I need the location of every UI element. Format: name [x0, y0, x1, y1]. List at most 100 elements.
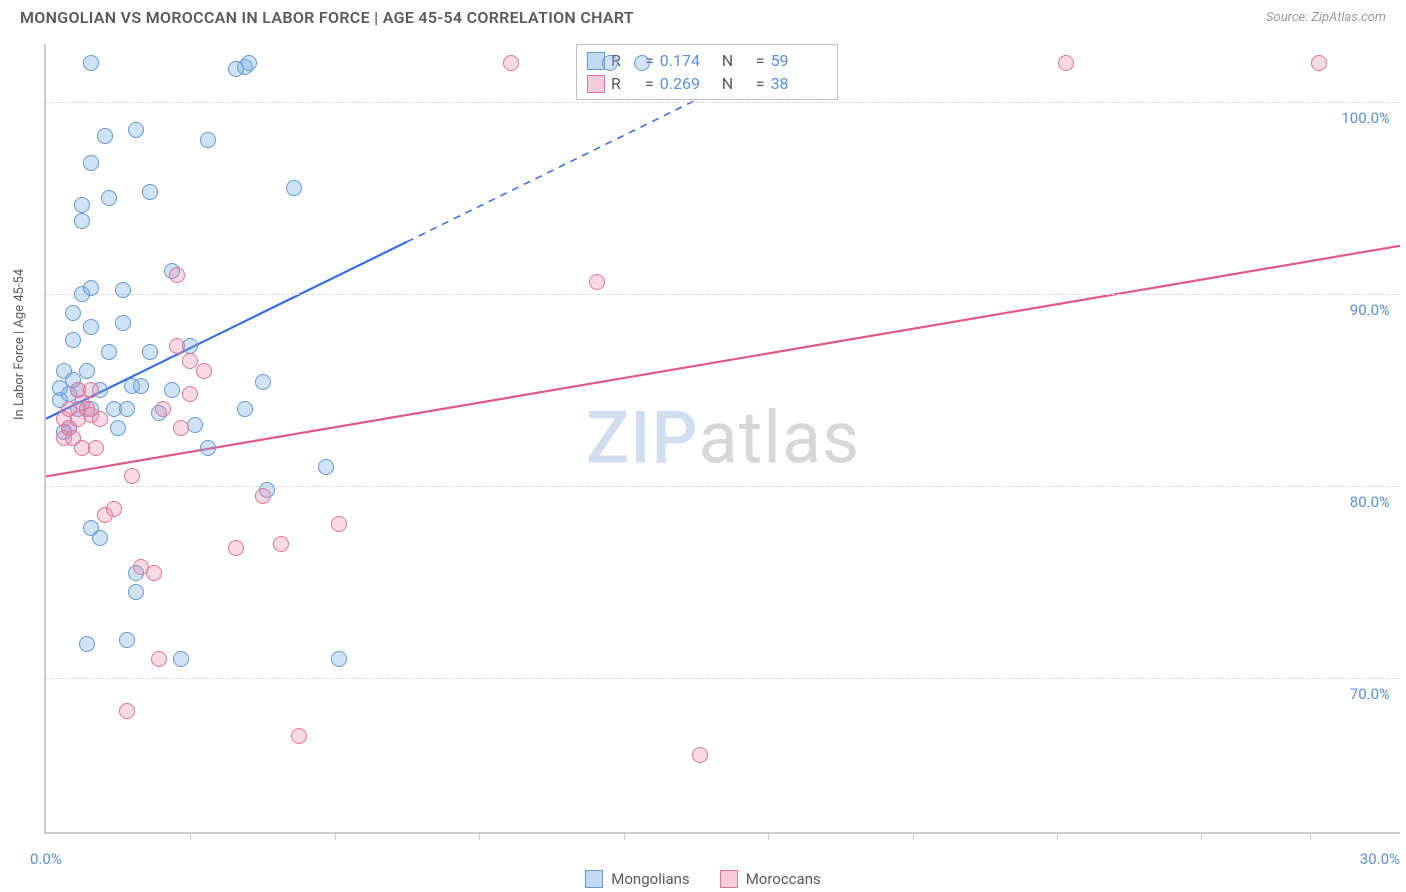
x-axis-min-label: 0.0%: [30, 850, 62, 868]
r-value-moroccans: 0.269: [660, 74, 716, 93]
x-tick: [479, 832, 480, 840]
data-point-moroccans: [151, 651, 167, 667]
data-point-moroccans: [1058, 55, 1074, 71]
data-point-mongolians: [128, 584, 144, 600]
stats-box: R = 0.174 N = 59 R = 0.269 N = 38: [576, 44, 838, 100]
data-point-moroccans: [273, 536, 289, 552]
data-point-mongolians: [79, 636, 95, 652]
legend-label: Mongolians: [611, 870, 689, 888]
data-point-mongolians: [110, 420, 126, 436]
data-point-moroccans: [155, 401, 171, 417]
data-point-mongolians: [83, 55, 99, 71]
data-point-mongolians: [187, 417, 203, 433]
gridline: [46, 486, 1400, 487]
trend-lines: [46, 44, 1400, 832]
data-point-moroccans: [173, 420, 189, 436]
n-value-mongolians: 59: [771, 51, 827, 70]
swatch-mongolians: [585, 870, 603, 888]
x-tick: [190, 832, 191, 840]
r-value-mongolians: 0.174: [660, 51, 716, 70]
gridline: [46, 678, 1400, 679]
data-point-mongolians: [92, 530, 108, 546]
data-point-moroccans: [692, 747, 708, 763]
watermark: ZIPatlas: [586, 396, 860, 481]
data-point-moroccans: [119, 703, 135, 719]
data-point-moroccans: [1311, 55, 1327, 71]
data-point-moroccans: [291, 728, 307, 744]
data-point-mongolians: [634, 55, 650, 71]
source-label: Source: ZipAtlas.com: [1266, 10, 1386, 25]
data-point-moroccans: [92, 411, 108, 427]
data-point-mongolians: [115, 315, 131, 331]
y-tick-label: 100.0%: [1341, 109, 1390, 127]
scatter-chart: ZIPatlas R = 0.174 N = 59 R = 0.269 N = …: [44, 44, 1400, 834]
data-point-mongolians: [142, 184, 158, 200]
data-point-moroccans: [255, 488, 271, 504]
bottom-legend: Mongolians Moroccans: [0, 870, 1406, 888]
data-point-mongolians: [115, 282, 131, 298]
data-point-mongolians: [74, 197, 90, 213]
data-point-mongolians: [65, 305, 81, 321]
data-point-moroccans: [124, 468, 140, 484]
data-point-mongolians: [83, 319, 99, 335]
x-tick: [624, 832, 625, 840]
data-point-mongolians: [331, 651, 347, 667]
data-point-mongolians: [83, 280, 99, 296]
legend-item-moroccans: Moroccans: [720, 870, 821, 888]
y-axis-label: In Labor Force | Age 45-54: [12, 269, 27, 420]
data-point-mongolians: [164, 382, 180, 398]
x-tick: [1057, 832, 1058, 840]
chart-title: MONGOLIAN VS MOROCCAN IN LABOR FORCE | A…: [20, 8, 634, 27]
data-point-mongolians: [200, 132, 216, 148]
data-point-mongolians: [101, 344, 117, 360]
data-point-mongolians: [128, 122, 144, 138]
data-point-mongolians: [83, 155, 99, 171]
data-point-mongolians: [119, 401, 135, 417]
data-point-moroccans: [182, 386, 198, 402]
data-point-mongolians: [255, 374, 271, 390]
data-point-mongolians: [602, 55, 618, 71]
data-point-mongolians: [142, 344, 158, 360]
swatch-moroccans: [720, 870, 738, 888]
stats-row-mongolians: R = 0.174 N = 59: [587, 49, 827, 72]
data-point-moroccans: [589, 274, 605, 290]
data-point-mongolians: [97, 128, 113, 144]
n-value-moroccans: 38: [771, 74, 827, 93]
data-point-mongolians: [74, 213, 90, 229]
y-tick-label: 80.0%: [1350, 493, 1390, 511]
legend-label: Moroccans: [746, 870, 821, 888]
data-point-mongolians: [286, 180, 302, 196]
y-tick-label: 70.0%: [1350, 685, 1390, 703]
x-tick: [1201, 832, 1202, 840]
data-point-mongolians: [133, 378, 149, 394]
data-point-moroccans: [146, 565, 162, 581]
data-point-mongolians: [119, 632, 135, 648]
data-point-mongolians: [173, 651, 189, 667]
x-tick: [1310, 832, 1311, 840]
data-point-mongolians: [200, 440, 216, 456]
data-point-mongolians: [79, 363, 95, 379]
data-point-moroccans: [88, 440, 104, 456]
x-tick: [335, 832, 336, 840]
x-tick: [768, 832, 769, 840]
swatch-moroccans: [587, 75, 605, 93]
x-tick: [913, 832, 914, 840]
data-point-mongolians: [101, 190, 117, 206]
data-point-mongolians: [241, 55, 257, 71]
data-point-mongolians: [237, 401, 253, 417]
data-point-moroccans: [83, 382, 99, 398]
gridline: [46, 102, 1400, 103]
data-point-moroccans: [169, 338, 185, 354]
data-point-moroccans: [503, 55, 519, 71]
stats-row-moroccans: R = 0.269 N = 38: [587, 72, 827, 95]
data-point-mongolians: [318, 459, 334, 475]
data-point-moroccans: [106, 501, 122, 517]
data-point-moroccans: [331, 516, 347, 532]
x-axis-max-label: 30.0%: [1360, 850, 1400, 868]
gridline: [46, 294, 1400, 295]
data-point-moroccans: [169, 267, 185, 283]
y-tick-label: 90.0%: [1350, 301, 1390, 319]
data-point-moroccans: [196, 363, 212, 379]
data-point-moroccans: [228, 540, 244, 556]
legend-item-mongolians: Mongolians: [585, 870, 689, 888]
